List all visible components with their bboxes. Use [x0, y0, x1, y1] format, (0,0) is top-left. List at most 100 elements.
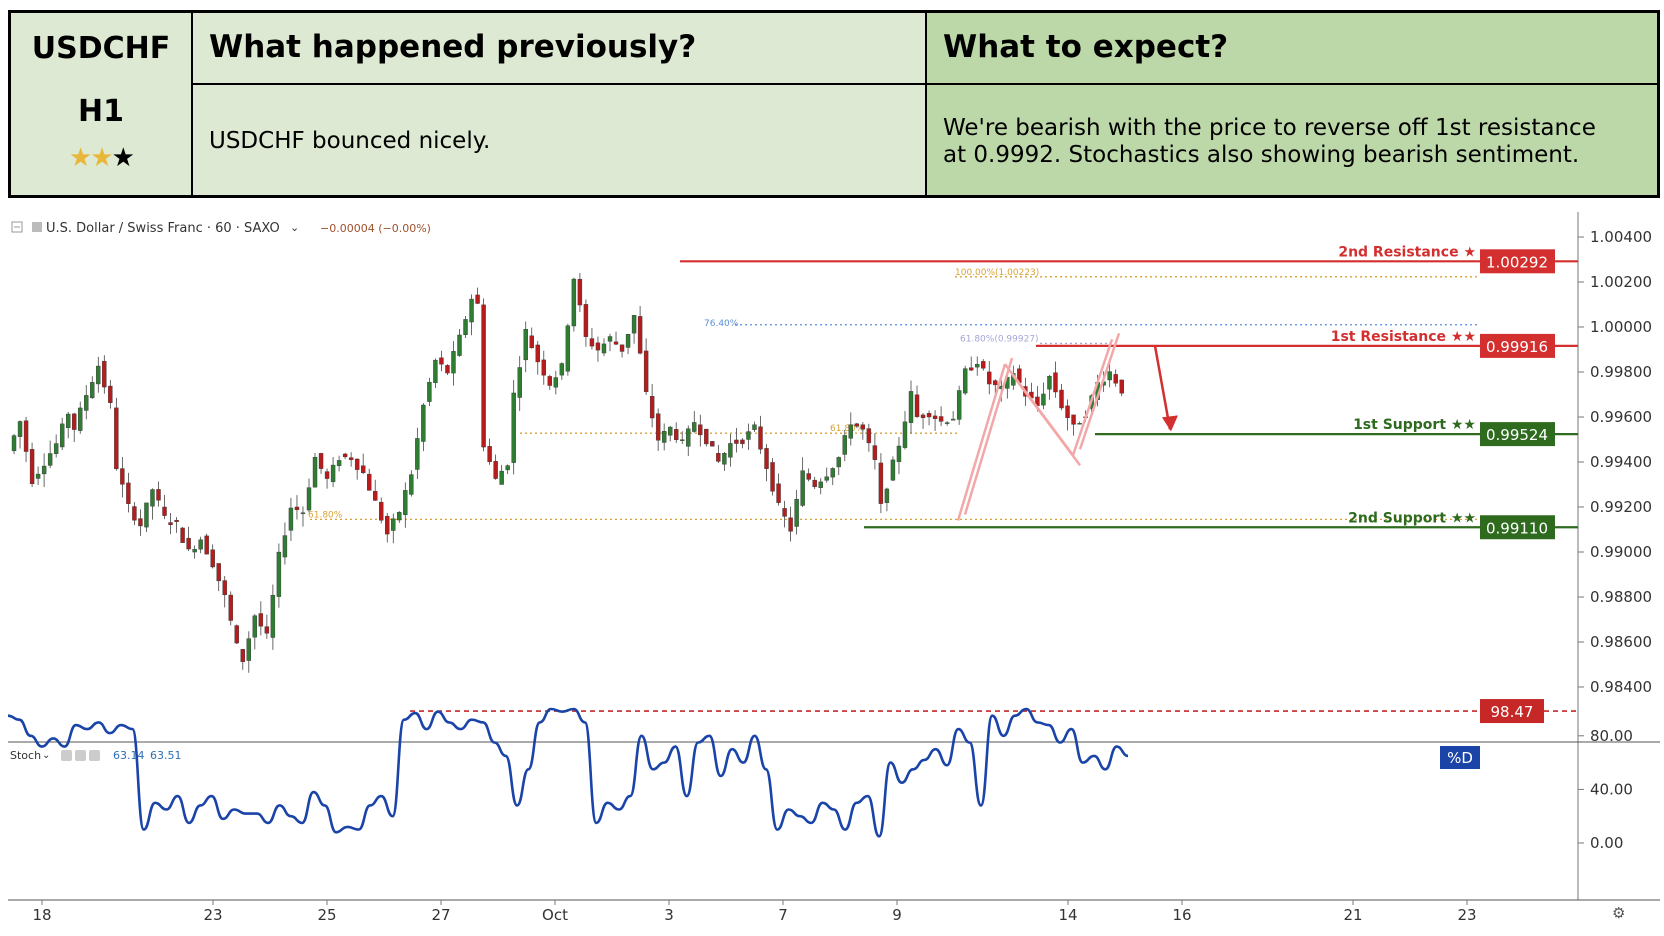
- price-tick-label: 0.98600: [1590, 633, 1652, 651]
- candle: [812, 479, 817, 487]
- prev-header-cell: What happened previously?: [192, 12, 926, 84]
- candle: [102, 360, 107, 388]
- candle: [511, 392, 516, 463]
- candle: [686, 428, 691, 447]
- candle: [210, 549, 215, 568]
- candle: [354, 458, 360, 470]
- candle: [53, 443, 59, 454]
- expect-text-line1: We're bearish with the price to reverse …: [943, 115, 1596, 141]
- stoch-level-label: 98.47: [1491, 703, 1534, 721]
- candle: [547, 376, 552, 386]
- candle: [607, 336, 613, 342]
- candle: [541, 359, 546, 376]
- pattern-leg: [963, 357, 1014, 515]
- time-tick-label: 3: [664, 906, 674, 924]
- level-label: 2nd Support ★★: [1348, 510, 1476, 526]
- candle: [944, 422, 950, 424]
- candle: [312, 457, 318, 488]
- candle: [1053, 372, 1058, 393]
- candle: [553, 377, 559, 388]
- candle: [270, 594, 276, 638]
- fib-label: 100.00%(1.00223): [955, 268, 1039, 278]
- candle: [330, 464, 336, 482]
- candle: [595, 342, 601, 351]
- candle: [336, 460, 342, 466]
- candle: [523, 329, 528, 361]
- price-tick-label: 1.00200: [1590, 273, 1652, 291]
- candle: [162, 506, 167, 516]
- candle: [559, 363, 565, 376]
- candle: [956, 390, 962, 420]
- candle: [264, 626, 270, 634]
- price-tick-label: 0.99600: [1590, 408, 1652, 426]
- price-tag: [1480, 515, 1555, 540]
- candle: [499, 470, 504, 485]
- price-tick-label: 0.99200: [1590, 498, 1652, 516]
- candle: [234, 625, 239, 644]
- candle: [613, 341, 619, 345]
- stoch-series-tag: [1440, 746, 1480, 769]
- stoch-value-k: 63.14: [113, 749, 145, 762]
- star-filled-icon: ★: [90, 143, 113, 173]
- candle: [517, 367, 522, 398]
- candle: [529, 335, 534, 349]
- candle: [282, 535, 288, 558]
- candle: [782, 508, 787, 517]
- candle: [240, 649, 245, 662]
- stoch-tick-label: 40.00: [1590, 780, 1633, 798]
- arrow-head-icon: [1162, 415, 1178, 432]
- candle: [186, 537, 191, 550]
- candle: [637, 316, 643, 354]
- expect-title: What to expect?: [943, 29, 1229, 65]
- candle: [878, 462, 884, 504]
- candle: [463, 319, 468, 335]
- stoch-value-d: 63.51: [150, 749, 182, 762]
- candle: [439, 357, 444, 365]
- settings-gear-icon[interactable]: ⚙: [1612, 904, 1625, 922]
- prev-body-cell: USDCHF bounced nicely.: [192, 84, 926, 196]
- candle: [794, 498, 799, 527]
- settings-icon[interactable]: [75, 750, 86, 761]
- candle: [908, 391, 914, 423]
- star-empty-icon: ★: [111, 143, 135, 173]
- visibility-eye-icon[interactable]: [61, 750, 72, 761]
- collapse-icon[interactable]: [11, 221, 23, 233]
- candle: [920, 414, 926, 419]
- bearish-arrow: [1153, 345, 1172, 430]
- candle: [246, 638, 252, 661]
- candle: [204, 535, 209, 555]
- candle: [740, 439, 745, 445]
- candle: [776, 483, 781, 503]
- candle: [987, 371, 992, 385]
- price-tick-label: 0.99000: [1590, 543, 1652, 561]
- candle: [704, 428, 709, 445]
- price-chart[interactable]: U.S. Dollar / Swiss Franc · 60 · SAXO ⌄ …: [0, 210, 1664, 936]
- expect-text-line2: at 0.9992. Stochastics also showing bear…: [943, 142, 1580, 168]
- stoch-label[interactable]: Stoch: [10, 749, 41, 762]
- chevron-down-icon[interactable]: ⌄: [42, 750, 50, 761]
- chevron-down-icon[interactable]: ⌄: [290, 221, 299, 234]
- price-tag-label: 1.00292: [1486, 253, 1548, 271]
- candle: [391, 518, 396, 531]
- candle: [981, 361, 986, 369]
- expect-body-cell: We're bearish with the price to reverse …: [926, 84, 1658, 196]
- candle: [294, 506, 300, 510]
- close-icon[interactable]: [89, 750, 100, 761]
- price-tag-label: 0.99524: [1486, 426, 1548, 444]
- candle: [90, 382, 95, 398]
- instrument-title[interactable]: U.S. Dollar / Swiss Franc · 60 · SAXO: [46, 221, 280, 236]
- candle: [842, 435, 847, 455]
- candle: [17, 421, 23, 437]
- candle: [680, 439, 685, 441]
- candle: [565, 325, 571, 372]
- candle: [342, 453, 348, 458]
- star-filled-icon: ★: [69, 143, 92, 173]
- candle: [96, 365, 101, 385]
- candle: [475, 294, 480, 304]
- time-tick-label: 16: [1172, 906, 1191, 924]
- level-label: 1st Support ★★: [1353, 417, 1476, 433]
- stoch-line: [7, 707, 1129, 838]
- price-tag: [1480, 249, 1555, 274]
- candle: [1107, 371, 1112, 381]
- candle: [668, 426, 673, 436]
